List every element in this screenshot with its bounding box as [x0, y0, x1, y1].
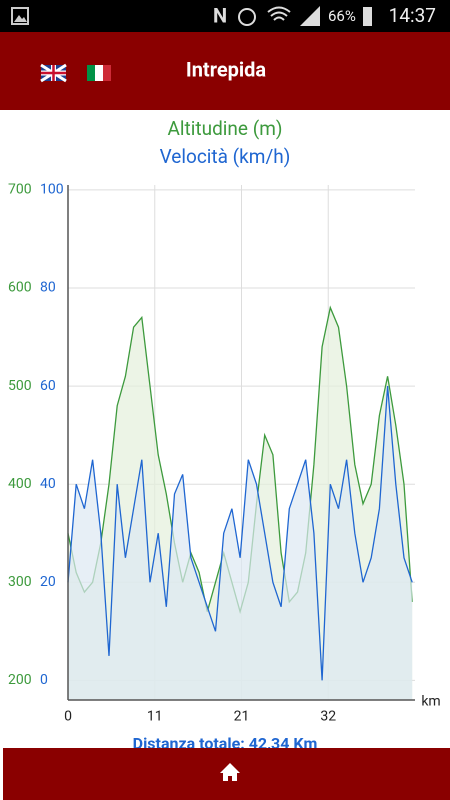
- y-tick-label: 600: [8, 280, 32, 296]
- flag-uk-red[interactable]: [41, 65, 66, 81]
- x-tick-label: 32: [320, 709, 336, 725]
- y-tick-label: 200: [8, 672, 32, 688]
- y-tick-label: 500: [8, 378, 32, 394]
- y-tick-label: 400: [8, 476, 32, 492]
- home-button[interactable]: [220, 763, 240, 781]
- flag-it[interactable]: [87, 65, 111, 81]
- flag-it-green[interactable]: [87, 65, 95, 81]
- y2-tick-label: 60: [40, 378, 56, 394]
- flag-uk[interactable]: [40, 63, 67, 83]
- battery-icon: [363, 7, 372, 26]
- x-tick-label: 21: [234, 709, 250, 725]
- flag-it-red[interactable]: [103, 65, 111, 81]
- status-bar: [0, 0, 450, 32]
- signal-icon: [300, 6, 320, 26]
- nfc-icon: N: [213, 3, 227, 27]
- gallery-icon-shape: [14, 15, 27, 22]
- area-fill: [68, 386, 413, 700]
- y2-tick-label: 20: [40, 574, 56, 590]
- app-title: Intrepida: [186, 57, 267, 81]
- legend-entry: Altitudine (m): [168, 117, 283, 140]
- y2-tick-label: 100: [40, 182, 64, 198]
- x-axis-label: km: [421, 694, 440, 710]
- bottom-bar-edge: [0, 748, 3, 800]
- x-tick-label: 0: [64, 709, 72, 725]
- wifi-icon: [267, 6, 291, 21]
- chart: Altitudine (m)Velocità (km/h)20030040050…: [8, 117, 441, 725]
- series-line: [67, 386, 413, 681]
- x-tick-label: 11: [147, 709, 163, 725]
- gallery-icon: [11, 7, 29, 25]
- legend-entry: Velocità (km/h): [160, 145, 291, 168]
- alarm-icon: [238, 8, 256, 26]
- battery-level: 66%: [328, 7, 356, 25]
- y2-tick-label: 40: [40, 476, 56, 492]
- app-header: [0, 32, 450, 110]
- y2-tick-label: 80: [40, 280, 56, 296]
- flag-it-white[interactable]: [95, 65, 103, 81]
- clock: 14:37: [389, 4, 436, 27]
- y-tick-label: 300: [8, 574, 32, 590]
- y-tick-label: 700: [8, 182, 32, 198]
- y2-tick-label: 0: [40, 672, 48, 688]
